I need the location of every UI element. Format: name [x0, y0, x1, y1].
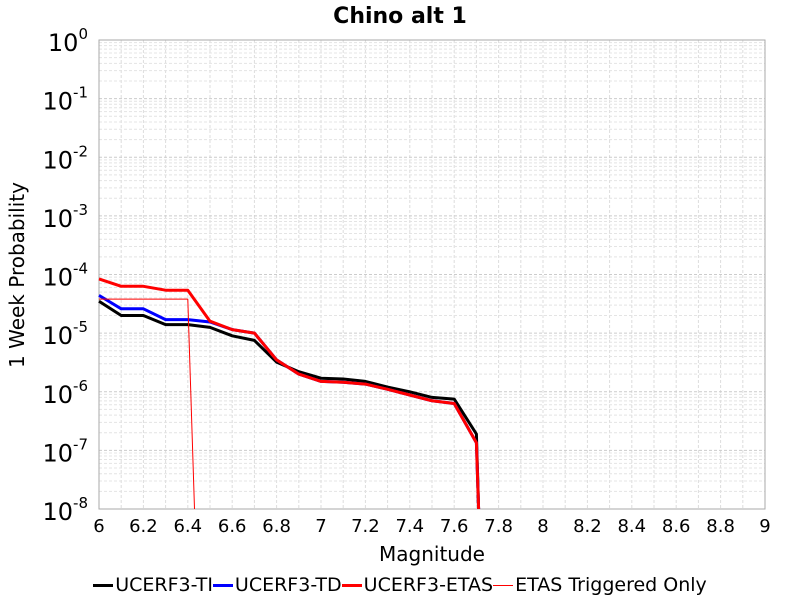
legend-item: UCERF3-TI: [93, 574, 213, 596]
x-tick-label: 6: [93, 516, 104, 537]
y-tick-label: 10-3: [42, 201, 88, 233]
x-tick-label: 8.8: [706, 516, 735, 537]
y-tick-label: 100: [48, 25, 88, 57]
y-tick-label: 10-7: [42, 435, 88, 467]
x-tick-label: 7.8: [484, 516, 513, 537]
y-tick-label: 10-8: [42, 494, 88, 526]
x-tick-label: 9: [759, 516, 770, 537]
y-tick-label: 10-6: [42, 377, 88, 409]
chart-title: Chino alt 1: [333, 4, 467, 29]
x-axis-label: Magnitude: [379, 542, 485, 566]
y-tick-label: 10-1: [42, 84, 88, 116]
grid: [99, 40, 765, 509]
y-tick-label: 10-2: [42, 142, 88, 174]
y-axis-label: 1 Week Probability: [5, 182, 29, 368]
legend-swatch: [493, 585, 513, 586]
legend-swatch: [342, 584, 362, 587]
x-tick-label: 8.4: [617, 516, 646, 537]
x-tick-label: 8.6: [662, 516, 691, 537]
x-tick-label: 8.2: [573, 516, 602, 537]
legend: UCERF3-TI UCERF3-TD UCERF3-ETAS ETAS Trigge…: [0, 573, 800, 597]
legend-swatch: [213, 584, 233, 587]
x-tick-labels: 6 6.2 6.4 6.6 6.8 7 7.2 7.4 7.6 7.8 8 8.2 8.4 8.6 8.8 9: [93, 516, 770, 537]
x-tick-label: 6.2: [129, 516, 158, 537]
legend-label: UCERF3-TI: [115, 574, 213, 596]
x-tick-label: 7.4: [395, 516, 424, 537]
y-tick-labels: 100 10-1 10-2 10-3 10-4 10-5 10-6 10-7 10-8: [42, 25, 88, 526]
x-tick-label: 7.2: [351, 516, 380, 537]
x-tick-label: 6.4: [173, 516, 202, 537]
legend-label: UCERF3-ETAS: [364, 574, 493, 596]
x-tick-label: 8: [537, 516, 548, 537]
legend-label: UCERF3-TD: [235, 574, 342, 596]
legend-swatch: [93, 584, 113, 587]
x-tick-label: 6.8: [262, 516, 291, 537]
x-tick-label: 6.6: [218, 516, 247, 537]
legend-item: UCERF3-ETAS: [342, 574, 493, 596]
legend-item: ETAS Triggered Only: [493, 574, 707, 596]
y-tick-label: 10-5: [42, 318, 88, 350]
x-tick-label: 7: [315, 516, 326, 537]
legend-item: UCERF3-TD: [213, 574, 342, 596]
series-line-ucerf3-td: [99, 295, 479, 509]
legend-label: ETAS Triggered Only: [515, 574, 707, 596]
y-tick-label: 10-4: [42, 260, 88, 292]
series-line-etas-triggered-only: [99, 299, 195, 509]
x-tick-label: 7.6: [440, 516, 469, 537]
